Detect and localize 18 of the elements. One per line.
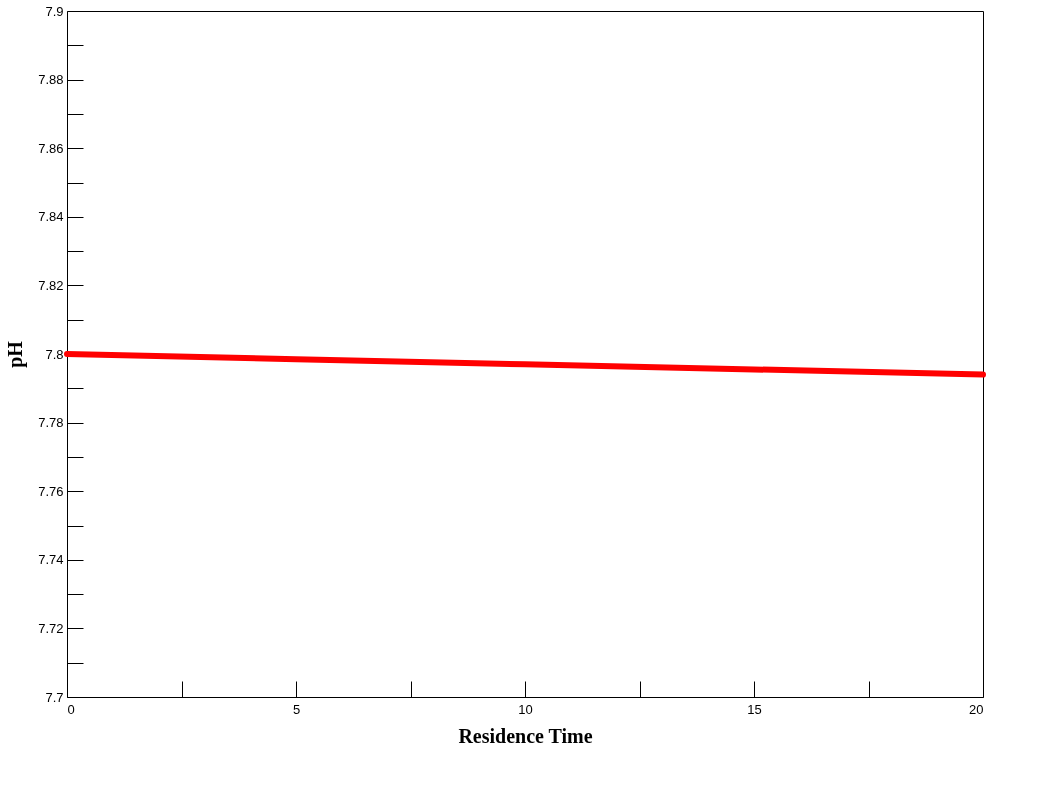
- y-tick-label: 7.76: [38, 483, 64, 499]
- y-tick-label: 7.74: [38, 552, 64, 568]
- x-tick-label: 10: [518, 701, 533, 717]
- y-tick-label: 7.9: [45, 3, 64, 19]
- x-tick-label: 5: [292, 701, 301, 717]
- y-tick-label: 7.82: [38, 277, 64, 293]
- x-tick-label: 15: [747, 701, 762, 717]
- y-tick-label: 7.84: [38, 209, 64, 225]
- y-tick-label: 7.8: [45, 346, 64, 362]
- x-axis-title: Residence Time: [458, 724, 593, 747]
- y-tick-label: 7.88: [38, 72, 64, 88]
- x-tick-label: 20: [969, 701, 984, 717]
- x-tick-label: 0: [67, 701, 75, 717]
- y-tick-label: 7.78: [38, 415, 64, 431]
- y-tick-label: 7.7: [45, 689, 64, 705]
- y-tick-label: 7.72: [38, 620, 64, 636]
- y-axis-title: pH: [4, 340, 28, 368]
- y-tick-label: 7.86: [38, 140, 64, 156]
